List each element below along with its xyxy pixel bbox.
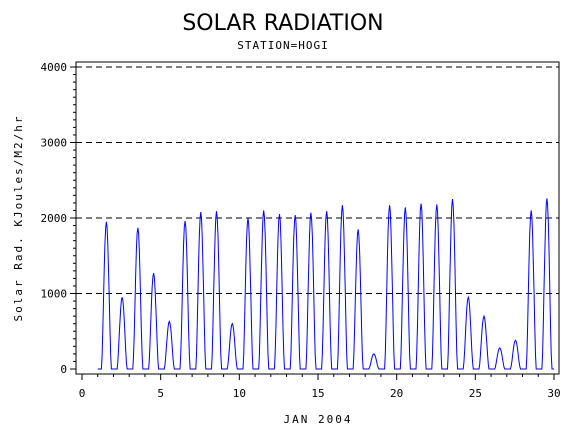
x-tick-label: 10: [233, 387, 246, 400]
y-tick-label: 1000: [41, 288, 68, 301]
y-axis: 0 1000 2000 3000 4000: [41, 61, 76, 376]
x-tick-label: 15: [311, 387, 324, 400]
x-tick-label: 20: [390, 387, 403, 400]
x-tick-label: 5: [157, 387, 164, 400]
chart-subtitle: STATION=HOGI: [237, 39, 328, 52]
series-line-solar-radiation: [97, 198, 554, 370]
y-tick-label: 3000: [41, 137, 68, 150]
x-axis: 0 5 10 15 20 25 30: [79, 374, 561, 400]
y-axis-label: Solar Rad. KJoules/M2/hr: [12, 115, 25, 322]
grid-lines: [76, 66, 559, 294]
x-tick-label: 0: [79, 387, 86, 400]
chart-title: SOLAR RADIATION: [182, 11, 383, 36]
y-tick-label: 2000: [41, 212, 68, 225]
x-tick-label: 30: [547, 387, 560, 400]
y-tick-label: 4000: [41, 61, 68, 74]
y-tick-label: 0: [60, 363, 67, 376]
x-tick-label: 25: [469, 387, 482, 400]
x-axis-label: JAN 2004: [284, 413, 353, 426]
